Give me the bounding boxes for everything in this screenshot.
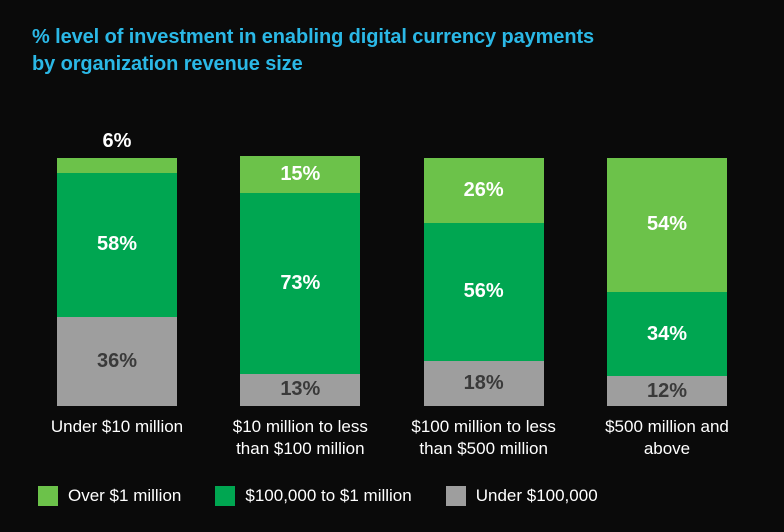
bar-stack: 54%34%12% <box>607 158 727 406</box>
bar-segment-100k_1m: 73% <box>240 193 360 374</box>
bar-segment-100k_1m: 34% <box>607 292 727 376</box>
bar-segment-under_100k: 13% <box>240 374 360 406</box>
legend-item: $100,000 to $1 million <box>215 486 411 506</box>
legend-swatch <box>446 486 466 506</box>
bar-segment-under_100k: 12% <box>607 376 727 406</box>
chart-area: 6% 58%36% .15%73%13%.26%56%18%.54%34%12% <box>32 106 752 406</box>
category-label: $100 million to less than $500 million <box>409 416 559 460</box>
category-label: $500 million and above <box>592 416 742 460</box>
bar-stack: 58%36% <box>57 158 177 406</box>
category-label: $10 million to less than $100 million <box>225 416 375 460</box>
legend-swatch <box>38 486 58 506</box>
bar-stack: 26%56%18% <box>424 158 544 406</box>
legend-swatch <box>215 486 235 506</box>
bar-segment-100k_1m: 56% <box>424 223 544 362</box>
bar-segment-under_100k: 36% <box>57 317 177 406</box>
chart-title: % level of investment in enabling digita… <box>32 24 752 78</box>
bar-column: .15%73%13% <box>225 128 375 406</box>
legend-item: Under $100,000 <box>446 486 598 506</box>
bar-segment-over_1m: 15% <box>240 156 360 193</box>
legend-item: Over $1 million <box>38 486 181 506</box>
legend-label: Over $1 million <box>68 486 181 506</box>
category-label: Under $10 million <box>42 416 192 460</box>
bar-segment-100k_1m: 58% <box>57 173 177 317</box>
legend-label: $100,000 to $1 million <box>245 486 411 506</box>
title-line-1: % level of investment in enabling digita… <box>32 26 594 48</box>
bar-segment-over_1m: 26% <box>424 158 544 222</box>
bar-segment-over_1m <box>57 158 177 173</box>
bar-column: 6% 58%36% <box>42 130 192 406</box>
bar-segment-under_100k: 18% <box>424 361 544 406</box>
bar-stack: 15%73%13% <box>240 156 360 406</box>
legend: Over $1 million $100,000 to $1 million Und… <box>32 486 752 506</box>
category-labels-row: Under $10 million $10 million to less tha… <box>32 416 752 460</box>
bar-column: .54%34%12% <box>592 130 742 406</box>
title-line-2: by organization revenue size <box>32 53 303 75</box>
bar-column: .26%56%18% <box>409 130 559 406</box>
bar-segment-over_1m: 54% <box>607 158 727 292</box>
external-value-label: 6% <box>103 130 132 154</box>
legend-label: Under $100,000 <box>476 486 598 506</box>
